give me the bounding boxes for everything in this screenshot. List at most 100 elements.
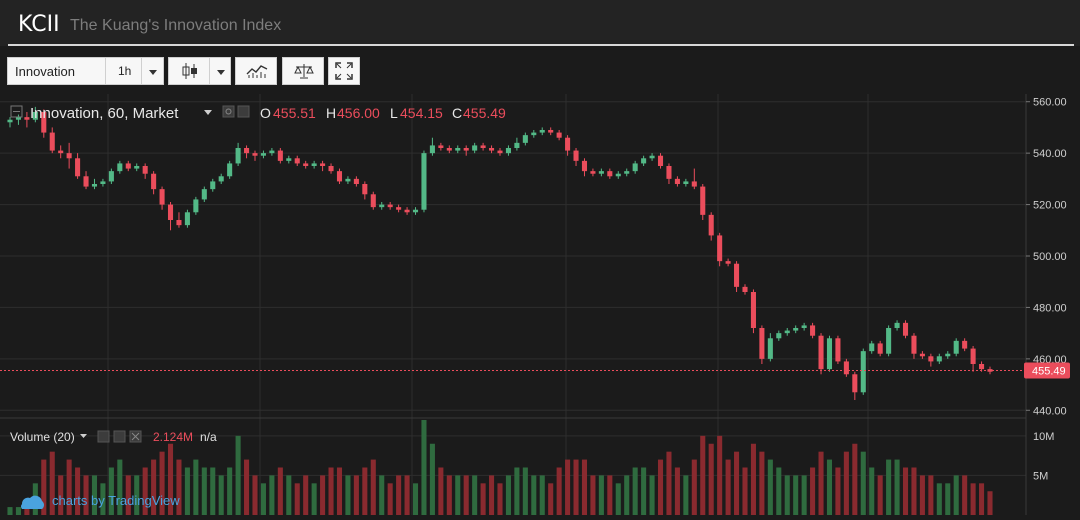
volume-bar[interactable] — [227, 467, 233, 516]
candle[interactable] — [514, 137, 520, 151]
candle[interactable] — [818, 333, 824, 375]
volume-bar[interactable] — [539, 475, 545, 515]
volume-bar[interactable] — [886, 459, 892, 515]
volume-bar[interactable] — [581, 459, 588, 515]
candle[interactable] — [598, 168, 604, 177]
candle[interactable] — [75, 153, 81, 179]
volume-bar[interactable] — [590, 475, 596, 515]
volume-bar[interactable] — [379, 475, 385, 515]
candle[interactable] — [911, 333, 917, 359]
volume-bar[interactable] — [134, 475, 140, 515]
candle[interactable] — [7, 117, 13, 128]
candle[interactable] — [784, 328, 790, 336]
candle[interactable] — [919, 351, 925, 359]
candle[interactable] — [649, 153, 655, 161]
volume-hide-icon[interactable] — [113, 430, 126, 443]
collapse-icon[interactable] — [10, 105, 23, 118]
candle[interactable] — [108, 168, 114, 184]
candle[interactable] — [15, 114, 21, 125]
series-menu-caret-icon[interactable] — [204, 110, 212, 115]
volume-bar[interactable] — [759, 451, 765, 515]
volume-bar[interactable] — [260, 483, 266, 515]
candle[interactable] — [953, 338, 959, 357]
candle[interactable] — [142, 163, 148, 179]
candle[interactable] — [877, 340, 883, 357]
candle[interactable] — [83, 171, 89, 190]
candle[interactable] — [412, 207, 419, 215]
volume-bar[interactable] — [294, 483, 300, 515]
volume-bar[interactable] — [142, 467, 148, 516]
volume-bar[interactable] — [767, 459, 773, 515]
interval-dropdown-icon[interactable] — [149, 70, 157, 75]
candle[interactable] — [801, 322, 807, 331]
volume-bar[interactable] — [945, 483, 951, 515]
volume-bar[interactable] — [700, 435, 706, 515]
candle[interactable] — [396, 204, 402, 213]
candle[interactable] — [852, 371, 858, 400]
volume-bar[interactable] — [936, 483, 942, 515]
candle[interactable] — [750, 289, 756, 334]
candle[interactable] — [286, 155, 292, 164]
volume-bar[interactable] — [49, 451, 55, 515]
candle[interactable] — [370, 191, 376, 210]
candle[interactable] — [894, 320, 900, 331]
symbol-input[interactable]: Innovation — [15, 64, 75, 79]
candle[interactable] — [962, 338, 968, 352]
candle[interactable] — [49, 127, 55, 154]
candle[interactable] — [446, 145, 452, 154]
volume-bar[interactable] — [877, 475, 883, 515]
candle[interactable] — [826, 335, 833, 372]
volume-bar[interactable] — [979, 483, 985, 515]
volume-bar[interactable] — [674, 467, 680, 516]
volume-bar[interactable] — [167, 443, 174, 515]
volume-bar[interactable] — [928, 475, 934, 515]
candle[interactable] — [615, 171, 621, 179]
candle[interactable] — [970, 346, 976, 372]
candle[interactable] — [66, 142, 72, 169]
volume-bar[interactable] — [438, 467, 444, 516]
candle[interactable] — [303, 160, 309, 169]
candle[interactable] — [421, 150, 427, 213]
volume-bar[interactable] — [201, 467, 207, 516]
candle[interactable] — [624, 168, 630, 177]
volume-bar[interactable] — [66, 459, 72, 515]
candle[interactable] — [581, 158, 588, 177]
volume-bar[interactable] — [657, 459, 664, 515]
volume-bar[interactable] — [615, 483, 621, 515]
candle[interactable] — [936, 353, 942, 364]
candle[interactable] — [218, 173, 224, 184]
volume-bar[interactable] — [902, 467, 909, 516]
volume-bar[interactable] — [387, 483, 393, 515]
candle[interactable] — [294, 155, 300, 166]
volume-bar[interactable] — [100, 483, 106, 515]
candle[interactable] — [184, 209, 190, 228]
volume-bar[interactable] — [455, 475, 461, 515]
candle[interactable] — [201, 186, 207, 202]
volume-bar[interactable] — [489, 475, 495, 515]
candle[interactable] — [556, 130, 562, 141]
candle[interactable] — [860, 348, 866, 395]
volume-bar[interactable] — [193, 459, 199, 515]
candle[interactable] — [505, 145, 511, 156]
volume-bar[interactable] — [666, 451, 672, 515]
candle[interactable] — [134, 163, 140, 172]
candle[interactable] — [91, 178, 98, 190]
candle[interactable] — [683, 178, 689, 187]
candle[interactable] — [497, 148, 503, 156]
volume-bar[interactable] — [497, 483, 503, 515]
volume-bar[interactable] — [24, 507, 30, 515]
volume-bar[interactable] — [244, 459, 250, 515]
volume-settings-icon[interactable] — [97, 430, 110, 443]
candle[interactable] — [269, 148, 275, 156]
volume-bar[interactable] — [58, 475, 64, 515]
volume-bar[interactable] — [252, 475, 258, 515]
volume-bar[interactable] — [970, 483, 976, 515]
volume-bar[interactable] — [649, 475, 655, 515]
volume-bar[interactable] — [7, 507, 13, 515]
volume-bar[interactable] — [826, 459, 833, 515]
volume-bar[interactable] — [505, 475, 511, 515]
candlestick-chart[interactable]: 560.00540.00520.00500.00480.00460.00440.… — [0, 94, 1080, 515]
candle[interactable] — [235, 142, 241, 166]
candle[interactable] — [522, 132, 528, 146]
candle[interactable] — [429, 137, 435, 156]
